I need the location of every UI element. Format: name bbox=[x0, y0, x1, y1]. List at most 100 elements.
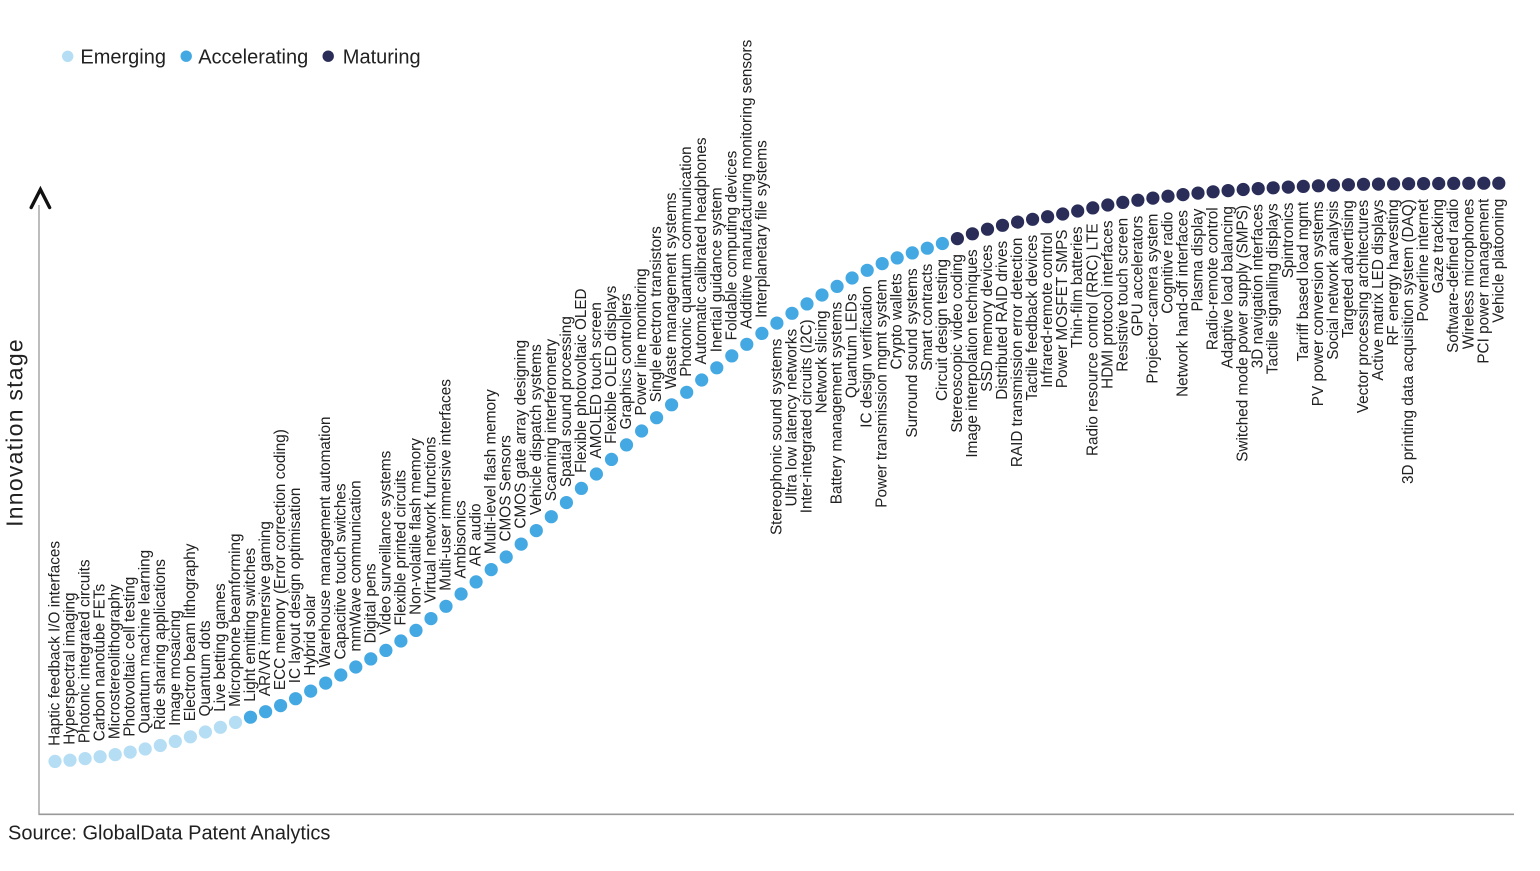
svg-text:Graphics controllers: Graphics controllers bbox=[618, 293, 635, 429]
svg-text:RAID transmission error detect: RAID transmission error detection bbox=[1009, 238, 1026, 468]
svg-text:Non-volatile flash memory: Non-volatile flash memory bbox=[408, 438, 425, 615]
svg-text:Electron beam lithography: Electron beam lithography bbox=[182, 543, 199, 721]
svg-text:Live betting games: Live betting games bbox=[212, 583, 229, 712]
svg-text:Infrared-remote control: Infrared-remote control bbox=[1039, 232, 1056, 388]
svg-text:AR/VR immersive gaming: AR/VR immersive gaming bbox=[257, 521, 274, 696]
svg-text:ECC memory (Error correction c: ECC memory (Error correction coding) bbox=[272, 429, 289, 690]
svg-text:Emerging: Emerging bbox=[80, 47, 166, 69]
svg-text:Ride sharing applications: Ride sharing applications bbox=[152, 559, 169, 730]
svg-text:Powerline internet: Powerline internet bbox=[1415, 198, 1432, 321]
svg-text:Waste management systems: Waste management systems bbox=[663, 192, 680, 389]
svg-text:Cognitive radio: Cognitive radio bbox=[1160, 212, 1177, 314]
svg-text:Flexible OLED displays: Flexible OLED displays bbox=[603, 285, 620, 443]
svg-text:Innovation stage: Innovation stage bbox=[2, 338, 28, 527]
svg-text:Ambisonics: Ambisonics bbox=[453, 500, 470, 579]
svg-text:Scanning interferometry: Scanning interferometry bbox=[543, 338, 560, 501]
svg-text:Power transmission mgmt system: Power transmission mgmt system bbox=[874, 279, 891, 508]
svg-text:Digital pens: Digital pens bbox=[362, 563, 379, 643]
svg-text:Radio resource control (RRC) L: Radio resource control (RRC) LTE bbox=[1084, 223, 1101, 456]
svg-text:Power line monitoring: Power line monitoring bbox=[633, 268, 650, 415]
svg-text:Additive manufacturing monitor: Additive manufacturing monitoring sensor… bbox=[738, 39, 755, 328]
svg-text:Photonic integrated circuits: Photonic integrated circuits bbox=[77, 559, 94, 743]
svg-text:3D navigation interfaces: 3D navigation interfaces bbox=[1250, 204, 1267, 368]
svg-text:GPU accelerators: GPU accelerators bbox=[1129, 215, 1146, 336]
svg-text:Thin-film batteries: Thin-film batteries bbox=[1069, 226, 1086, 348]
svg-text:Video surveillance systems: Video surveillance systems bbox=[377, 450, 394, 635]
svg-text:Single electron transistors: Single electron transistors bbox=[648, 226, 665, 402]
svg-text:Adaptive load balancing: Adaptive load balancing bbox=[1220, 206, 1237, 368]
svg-text:Tactile signalling displays: Tactile signalling displays bbox=[1265, 203, 1282, 374]
svg-text:Carbon nanotube FETs: Carbon nanotube FETs bbox=[92, 584, 109, 742]
svg-text:Network hand-off interfaces: Network hand-off interfaces bbox=[1175, 210, 1192, 397]
svg-text:Source: GlobalData Patent Anal: Source: GlobalData Patent Analytics bbox=[8, 823, 330, 845]
svg-text:Interplanetary file systems: Interplanetary file systems bbox=[753, 140, 770, 318]
svg-text:Hyperspectral imaging: Hyperspectral imaging bbox=[62, 593, 79, 745]
svg-text:Image interpolation techniques: Image interpolation techniques bbox=[964, 249, 981, 458]
svg-text:Software-defined radio: Software-defined radio bbox=[1445, 199, 1462, 353]
svg-text:mmWave communication: mmWave communication bbox=[347, 480, 364, 651]
svg-text:PV power conversion systems: PV power conversion systems bbox=[1310, 201, 1327, 406]
svg-text:Virtual network functions: Virtual network functions bbox=[423, 436, 440, 603]
svg-text:Ultra low latency networks: Ultra low latency networks bbox=[784, 328, 801, 506]
svg-text:Stereophonic sound systems: Stereophonic sound systems bbox=[768, 338, 785, 535]
svg-text:Radio-remote control: Radio-remote control bbox=[1205, 207, 1222, 350]
svg-text:3D printing data acquisition s: 3D printing data acquisition system (DAQ… bbox=[1400, 199, 1417, 484]
svg-text:CMOS gate array designing: CMOS gate array designing bbox=[513, 340, 530, 529]
svg-text:Switched mode power supply (SM: Switched mode power supply (SMPS) bbox=[1235, 205, 1252, 462]
svg-text:IC design verification: IC design verification bbox=[859, 286, 876, 428]
svg-text:Light emitting switches: Light emitting switches bbox=[242, 547, 259, 701]
svg-text:Wireless microphones: Wireless microphones bbox=[1460, 198, 1477, 349]
svg-text:RF energy harvesting: RF energy harvesting bbox=[1385, 199, 1402, 345]
svg-text:Projector-camera system: Projector-camera system bbox=[1144, 214, 1161, 384]
svg-text:Power MOSFET SMPS: Power MOSFET SMPS bbox=[1054, 230, 1071, 389]
svg-text:Foldable computing devices: Foldable computing devices bbox=[723, 150, 740, 340]
svg-text:Vehicle platooning: Vehicle platooning bbox=[1490, 199, 1507, 323]
svg-text:Maturing: Maturing bbox=[343, 47, 421, 69]
svg-text:Hybrid solar: Hybrid solar bbox=[302, 594, 319, 676]
svg-text:Capacitive touch switches: Capacitive touch switches bbox=[332, 483, 349, 659]
svg-text:Photovoltaic cell testing: Photovoltaic cell testing bbox=[122, 577, 139, 737]
svg-text:Inertial guidance system: Inertial guidance system bbox=[708, 187, 725, 352]
svg-text:Microstereolithography: Microstereolithography bbox=[107, 584, 124, 739]
svg-text:Tarriff based load mgmt: Tarriff based load mgmt bbox=[1295, 201, 1312, 361]
svg-text:Haptic feedback I/O interfaces: Haptic feedback I/O interfaces bbox=[47, 541, 64, 746]
svg-text:Multi-level flash memory: Multi-level flash memory bbox=[483, 389, 500, 554]
svg-text:IC layout design optimisation: IC layout design optimisation bbox=[287, 488, 304, 684]
svg-text:Spatial sound processing: Spatial sound processing bbox=[558, 316, 575, 487]
svg-text:Gaze tracking: Gaze tracking bbox=[1430, 199, 1447, 293]
svg-text:Accelerating: Accelerating bbox=[198, 47, 308, 69]
svg-text:Vehicle dispatch systems: Vehicle dispatch systems bbox=[528, 344, 545, 515]
svg-text:Warehouse management automatio: Warehouse management automation bbox=[317, 416, 334, 667]
svg-text:AMOLED touch screen: AMOLED touch screen bbox=[588, 302, 605, 458]
svg-text:HDMI protocol interfaces: HDMI protocol interfaces bbox=[1099, 220, 1116, 389]
svg-text:Tactile feedback devices: Tactile feedback devices bbox=[1024, 234, 1041, 400]
svg-text:PCI power management: PCI power management bbox=[1475, 198, 1492, 364]
svg-text:Spintronics: Spintronics bbox=[1280, 202, 1297, 278]
svg-text:AR audio: AR audio bbox=[468, 503, 485, 566]
svg-text:Multi-user immersive interface: Multi-user immersive interfaces bbox=[438, 379, 455, 591]
svg-text:Resistive touch screen: Resistive touch screen bbox=[1114, 218, 1131, 372]
svg-text:Smart contracts: Smart contracts bbox=[919, 263, 936, 370]
svg-text:Photonic quantum communication: Photonic quantum communication bbox=[678, 146, 695, 376]
svg-text:CMOS Sensors: CMOS Sensors bbox=[498, 435, 515, 542]
svg-text:Plasma display: Plasma display bbox=[1190, 208, 1207, 311]
svg-text:Quantum dots: Quantum dots bbox=[197, 620, 214, 716]
svg-text:Targeted advertising: Targeted advertising bbox=[1340, 200, 1357, 338]
svg-text:Network slicing: Network slicing bbox=[814, 311, 831, 414]
svg-text:Automatic calibrated headphone: Automatic calibrated headphones bbox=[693, 137, 710, 364]
svg-text:Active matrix LED displays: Active matrix LED displays bbox=[1370, 199, 1387, 380]
svg-text:Quantum machine learning: Quantum machine learning bbox=[137, 550, 154, 734]
svg-text:Circuit design testing: Circuit design testing bbox=[934, 259, 951, 401]
svg-text:Microphone beamforming: Microphone beamforming bbox=[227, 533, 244, 706]
svg-text:Vector processing architecture: Vector processing architectures bbox=[1355, 199, 1372, 413]
svg-text:Image mosaicing: Image mosaicing bbox=[167, 610, 184, 726]
svg-text:Stereoscopic video coding: Stereoscopic video coding bbox=[949, 254, 966, 433]
svg-text:SSD memory devices: SSD memory devices bbox=[979, 244, 996, 391]
svg-text:Quantum LEDs: Quantum LEDs bbox=[844, 293, 861, 398]
svg-text:Inter-integrated circuits (I2C: Inter-integrated circuits (I2C) bbox=[799, 319, 816, 513]
svg-text:Flexible photovoltaic OLED: Flexible photovoltaic OLED bbox=[573, 288, 590, 473]
svg-text:Crypto wallets: Crypto wallets bbox=[889, 273, 906, 369]
svg-text:Social network analysis: Social network analysis bbox=[1325, 200, 1342, 359]
svg-text:Battery management systems: Battery management systems bbox=[829, 302, 846, 505]
svg-text:Distributed RAID drives: Distributed RAID drives bbox=[994, 240, 1011, 399]
